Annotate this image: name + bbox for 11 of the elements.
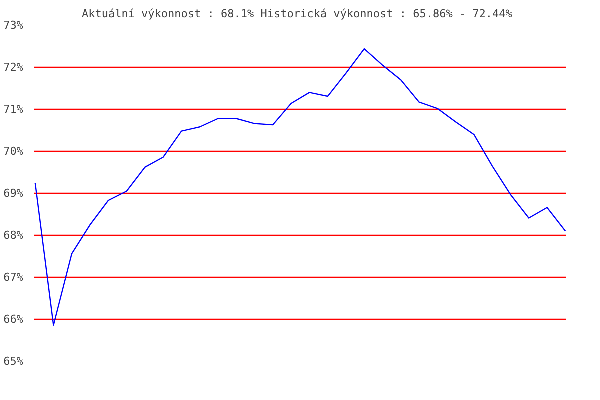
chart-title: Aktuální výkonnost : 68.1% Historická výkonnost : 65.86% - 72.44% (82, 8, 513, 20)
y-tick-label: 65% (4, 355, 24, 368)
y-tick-label: 72% (4, 61, 24, 74)
line-series (34, 48, 566, 326)
y-tick-label: 68% (4, 229, 24, 242)
y-tick-label: 71% (4, 103, 24, 116)
y-tick-label: 70% (4, 145, 24, 158)
y-tick-label: 67% (4, 271, 24, 284)
y-tick-label: 66% (4, 313, 24, 326)
y-tick-label: 69% (4, 187, 24, 200)
y-tick-label: 73% (4, 19, 24, 32)
